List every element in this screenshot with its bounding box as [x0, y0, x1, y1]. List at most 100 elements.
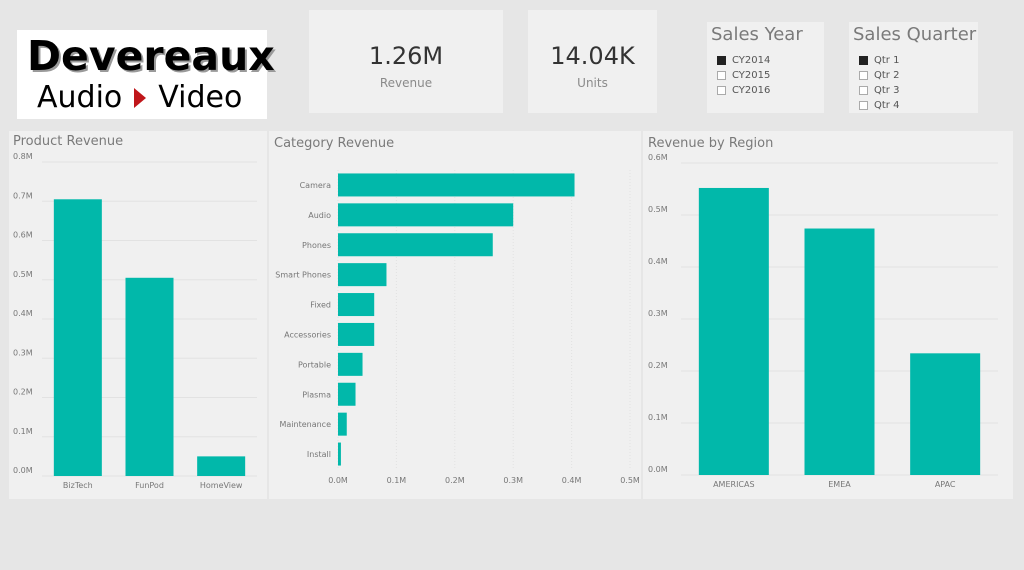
logo: Devereaux Audio Video [17, 30, 275, 119]
bar [338, 173, 575, 197]
logo-subtitle-left: Audio [37, 80, 123, 115]
checkbox-icon[interactable] [717, 70, 726, 80]
y-tick-label: 0.0M [13, 466, 33, 475]
x-tick-label: FunPod [135, 481, 164, 490]
x-tick-label: 0.5M [620, 476, 640, 485]
product-revenue-title: Product Revenue [13, 134, 124, 149]
y-tick-label: 0.6M [648, 153, 668, 162]
y-tick-label: 0.5M [648, 205, 668, 214]
bar [197, 456, 246, 476]
logo-title: Devereaux [27, 32, 275, 80]
y-tick-label: 0.3M [13, 348, 33, 357]
revenue-by-region-chart: 0.0M 0.1M 0.2M 0.3M 0.4M 0.5M 0.6M AMERICAS EMEA… [648, 153, 998, 489]
kpi-card-units[interactable]: 14.04K Units [528, 10, 657, 113]
y-tick-label: 0.8M [13, 152, 33, 161]
sales-year-slicer-title: Sales Year [711, 24, 803, 45]
y-tick-label: 0.7M [13, 191, 33, 200]
category-revenue-title: Category Revenue [274, 136, 395, 151]
product-revenue-panel: Product Revenue 0.0M 0.1M 0.2M 0.3M 0.4M 0.5M… [9, 131, 267, 499]
product-revenue-chart: 0.0M 0.1M 0.2M 0.3M 0.4M 0.5M 0.6M 0.7M 0.8M BizT… [13, 152, 257, 490]
y-tick-label: 0.3M [648, 309, 668, 318]
bar [338, 263, 387, 287]
sales-year-item[interactable]: CY2016 [717, 83, 770, 97]
checkbox-icon[interactable] [859, 55, 868, 65]
sales-quarter-item[interactable]: Qtr 1 [859, 53, 899, 67]
x-tick-label: 0.2M [445, 476, 465, 485]
x-tick-label: 0.3M [503, 476, 523, 485]
bar [338, 233, 493, 257]
x-tick-label: APAC [935, 480, 956, 489]
x-tick-label: AMERICAS [713, 480, 754, 489]
category-revenue-panel: Category Revenue 0.0M 0.1M 0.2M 0.3M 0.4M 0.5… [269, 131, 641, 499]
y-tick-label: 0.6M [13, 231, 33, 240]
kpi-value-revenue: 1.26M [368, 42, 444, 70]
y-tick-label: 0.4M [648, 257, 668, 266]
sales-year-slicer[interactable]: Sales Year CY2014 CY2015 CY2016 [707, 22, 824, 113]
checkbox-icon[interactable] [859, 70, 868, 80]
sales-quarter-item[interactable]: Qtr 2 [859, 68, 899, 82]
y-tick-label: Maintenance [279, 420, 331, 429]
play-arrow-icon [134, 87, 147, 108]
y-tick-label: Fixed [310, 301, 331, 310]
x-tick-label: EMEA [828, 480, 851, 489]
checkbox-icon[interactable] [859, 100, 868, 110]
sales-year-item-label: CY2015 [732, 69, 771, 81]
revenue-by-region-panel: Revenue by Region 0.0M 0.1M 0.2M 0.3M 0.4M 0.… [643, 131, 1013, 499]
y-tick-label: Phones [302, 241, 331, 250]
bar [338, 293, 375, 317]
x-tick-label: HomeView [200, 481, 243, 490]
x-tick-label: 0.0M [328, 476, 348, 485]
bar [338, 352, 363, 376]
bar [804, 228, 875, 475]
revenue-by-region-title: Revenue by Region [648, 136, 774, 151]
x-tick-label: BizTech [63, 481, 93, 490]
checkbox-icon[interactable] [717, 55, 726, 65]
sales-quarter-slicer[interactable]: Sales Quarter Qtr 1 Qtr 2 Qtr 3 Qtr 4 [849, 22, 978, 113]
y-tick-label: Smart Phones [275, 271, 331, 280]
y-tick-label: Plasma [302, 390, 331, 399]
sales-quarter-slicer-title: Sales Quarter [853, 24, 977, 45]
y-tick-label: Accessories [284, 330, 331, 339]
sales-quarter-item[interactable]: Qtr 4 [859, 98, 899, 112]
bar [338, 322, 375, 346]
x-tick-label: 0.1M [387, 476, 407, 485]
y-tick-label: Audio [308, 211, 331, 220]
y-tick-label: 0.1M [648, 413, 668, 422]
sales-quarter-item[interactable]: Qtr 3 [859, 83, 899, 97]
y-tick-label: 0.4M [13, 309, 33, 318]
sales-quarter-item-label: Qtr 4 [874, 99, 900, 111]
y-tick-label: 0.1M [13, 427, 33, 436]
sales-quarter-item-label: Qtr 2 [874, 69, 900, 81]
bar [338, 203, 514, 227]
sales-year-item[interactable]: CY2015 [717, 68, 770, 82]
sales-year-item-label: CY2016 [732, 84, 771, 96]
y-tick-label: 0.0M [648, 465, 668, 474]
y-tick-label: Camera [300, 181, 331, 190]
y-tick-label: Portable [298, 360, 331, 369]
checkbox-icon[interactable] [859, 85, 868, 95]
y-tick-label: Install [307, 450, 331, 459]
x-tick-label: 0.4M [562, 476, 582, 485]
bar [338, 442, 341, 466]
bar [698, 187, 769, 475]
sales-year-item-label: CY2014 [732, 54, 771, 66]
bar [53, 199, 102, 476]
kpi-card-revenue[interactable]: 1.26M Revenue [309, 10, 503, 113]
category-revenue-chart: 0.0M 0.1M 0.2M 0.3M 0.4M 0.5M Camera Audio Phone… [275, 170, 640, 485]
bar [338, 412, 347, 436]
y-tick-label: 0.2M [13, 388, 33, 397]
kpi-label-revenue: Revenue [379, 76, 433, 90]
kpi-label-units: Units [577, 76, 608, 90]
sales-quarter-item-label: Qtr 1 [874, 54, 900, 66]
y-tick-label: 0.2M [648, 361, 668, 370]
bar [338, 382, 356, 406]
bar [910, 353, 981, 475]
logo-subtitle: Audio Video [37, 80, 242, 115]
bar [125, 277, 174, 476]
kpi-value-units: 14.04K [550, 42, 635, 70]
sales-quarter-item-label: Qtr 3 [874, 84, 900, 96]
checkbox-icon[interactable] [717, 85, 726, 95]
sales-year-item[interactable]: CY2014 [717, 53, 770, 67]
y-tick-label: 0.5M [13, 270, 33, 279]
logo-subtitle-right: Video [158, 80, 243, 115]
